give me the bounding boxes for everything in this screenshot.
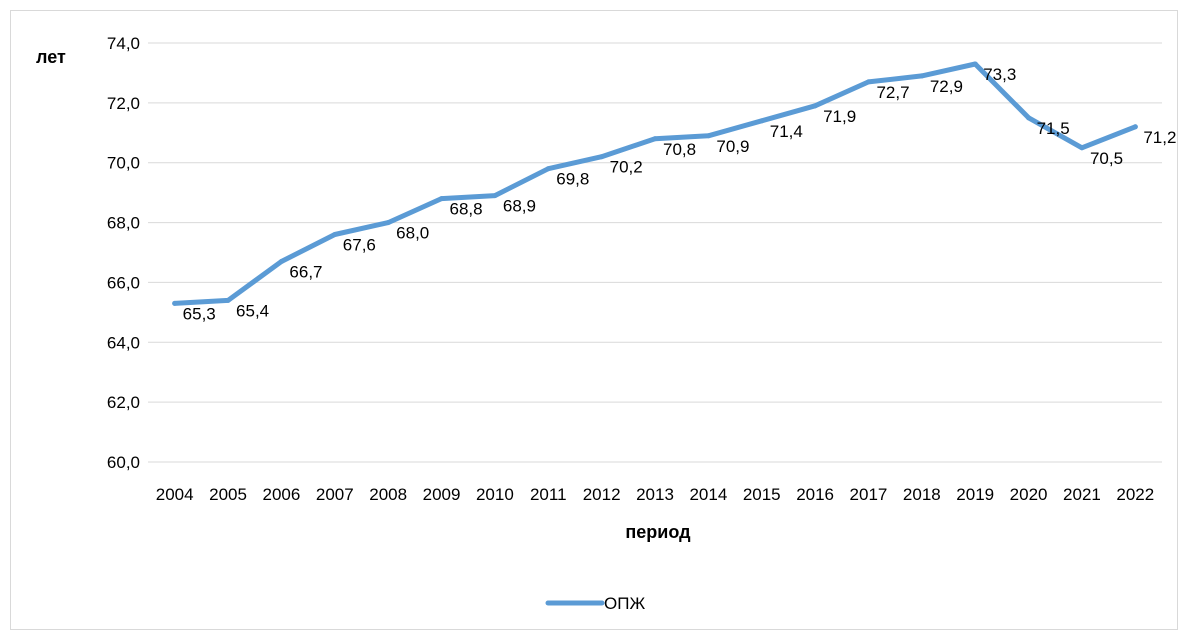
data-point [652, 136, 658, 142]
data-point [705, 133, 711, 139]
x-tick-label: 2018 [903, 485, 941, 504]
data-point [225, 297, 231, 303]
data-point [759, 118, 765, 124]
data-label: 72,9 [930, 77, 963, 96]
legend: ОПЖ [545, 594, 645, 613]
x-tick-label: 2006 [263, 485, 301, 504]
data-point [172, 300, 178, 306]
x-tick-label: 2015 [743, 485, 781, 504]
data-label: 71,2 [1143, 128, 1176, 147]
data-point [972, 61, 978, 67]
data-point [812, 103, 818, 109]
data-point [492, 193, 498, 199]
data-label: 71,4 [770, 122, 803, 141]
data-label: 72,7 [876, 83, 909, 102]
data-label: 68,0 [396, 224, 429, 243]
data-label: 70,9 [716, 137, 749, 156]
y-tick-label: 68,0 [107, 214, 140, 233]
x-tick-label: 2021 [1063, 485, 1101, 504]
data-point [439, 196, 445, 202]
x-tick-label: 2011 [530, 485, 567, 504]
legend-label: ОПЖ [604, 594, 645, 613]
data-point [545, 166, 551, 172]
x-tick-label: 2014 [689, 485, 727, 504]
y-tick-label: 70,0 [107, 154, 140, 173]
data-point [1132, 124, 1138, 130]
y-tick-label: 62,0 [107, 393, 140, 412]
x-tick-label: 2017 [850, 485, 888, 504]
x-tick-label: 2004 [156, 485, 194, 504]
data-label: 71,5 [1037, 119, 1070, 138]
data-labels: 65,3 65,4 66,7 67,6 68,0 68,8 68,9 69,8 70,2 70,8… [183, 65, 1177, 323]
x-tick-label: 2016 [796, 485, 834, 504]
y-tick-label: 60,0 [107, 453, 140, 472]
data-label: 73,3 [983, 65, 1016, 84]
chart-frame [10, 10, 1178, 630]
data-point [865, 79, 871, 85]
x-axis-title: период [625, 522, 691, 542]
x-tick-label: 2012 [583, 485, 621, 504]
data-point [278, 258, 284, 264]
data-point [1026, 115, 1032, 121]
data-label: 70,5 [1090, 149, 1123, 168]
data-label: 65,4 [236, 301, 269, 320]
gridlines [148, 42, 1162, 463]
y-tick-label: 72,0 [107, 94, 140, 113]
y-tick-label: 64,0 [107, 333, 140, 352]
x-axis-ticks: 2004 2005 2006 2007 2008 2009 2010 2011 2012 2013… [156, 485, 1154, 504]
y-axis-title: лет [36, 47, 66, 67]
data-point [599, 154, 605, 160]
data-label: 67,6 [343, 236, 376, 255]
y-tick-label: 66,0 [107, 273, 140, 292]
x-tick-label: 2013 [636, 485, 674, 504]
data-label: 69,8 [556, 170, 589, 189]
data-label: 68,9 [503, 197, 536, 216]
y-tick-label: 74,0 [107, 34, 140, 53]
series-layer [172, 61, 1138, 306]
y-axis-ticks: 60,0 62,0 64,0 66,0 68,0 70,0 72,0 74,0 [107, 34, 140, 472]
data-label: 68,8 [450, 200, 483, 219]
data-label: 71,9 [823, 107, 856, 126]
data-point [385, 220, 391, 226]
x-tick-label: 2022 [1116, 485, 1154, 504]
x-tick-label: 2010 [476, 485, 514, 504]
x-tick-label: 2005 [209, 485, 247, 504]
data-label: 65,3 [183, 304, 216, 323]
x-tick-label: 2007 [316, 485, 354, 504]
data-label: 70,2 [610, 158, 643, 177]
data-label: 66,7 [289, 262, 322, 281]
data-point [332, 232, 338, 238]
x-tick-label: 2020 [1010, 485, 1048, 504]
data-point [1079, 145, 1085, 151]
x-tick-label: 2009 [423, 485, 461, 504]
data-point [919, 73, 925, 79]
x-tick-label: 2008 [369, 485, 407, 504]
data-label: 70,8 [663, 140, 696, 159]
x-tick-label: 2019 [956, 485, 994, 504]
